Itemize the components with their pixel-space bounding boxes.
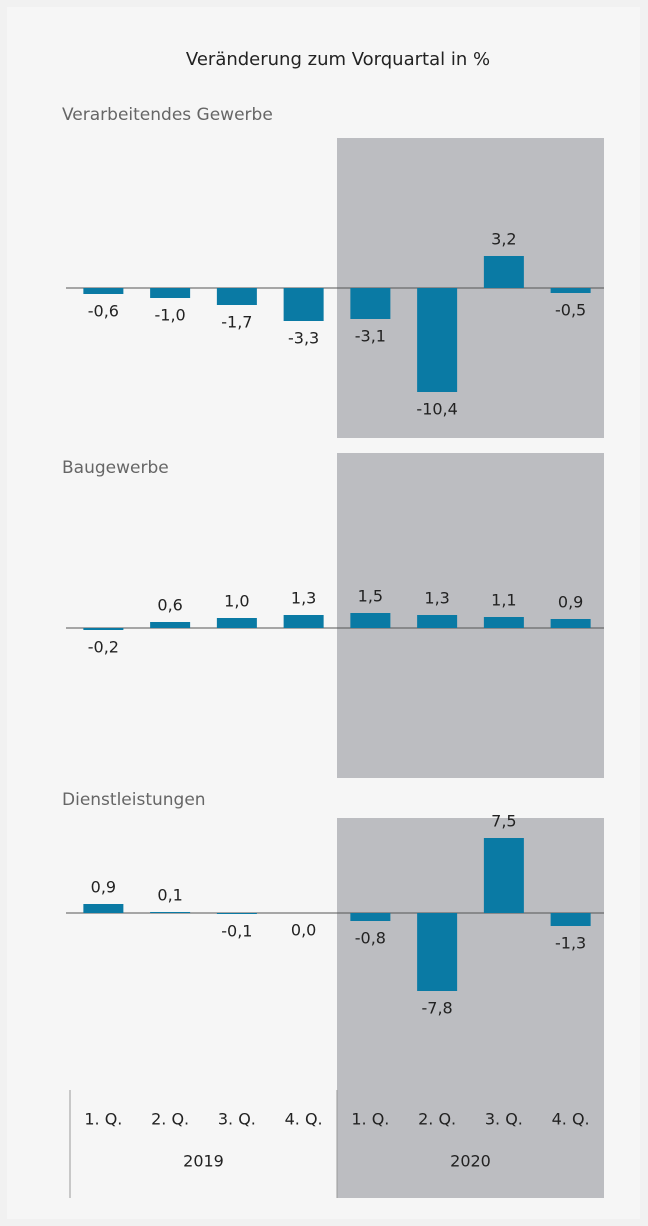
data-label: -1,3: [555, 934, 586, 953]
bar: [550, 288, 591, 293]
group-label: 2020: [450, 1152, 491, 1171]
x-tick-label: 1. Q.: [84, 1110, 122, 1129]
bar: [417, 615, 458, 628]
chart-title: Veränderung zum Vorquartal in %: [186, 49, 490, 70]
data-label: -0,5: [555, 301, 586, 320]
bar: [283, 288, 324, 321]
bar: [550, 619, 591, 628]
bar: [216, 913, 257, 914]
data-label: -1,0: [155, 306, 186, 325]
data-label: 3,2: [491, 230, 516, 249]
data-label: -0,2: [88, 638, 119, 657]
bar: [150, 288, 191, 298]
data-label: 0,9: [558, 593, 583, 612]
bar: [83, 904, 124, 913]
data-label: -1,7: [221, 313, 252, 332]
data-label: 1,0: [224, 592, 249, 611]
bar: [216, 618, 257, 628]
data-label: -0,6: [88, 302, 119, 321]
data-label: 0,6: [157, 596, 182, 615]
data-label: -3,3: [288, 329, 319, 348]
data-label: 1,3: [424, 589, 449, 608]
bar: [83, 288, 124, 294]
shaded-area: [337, 818, 604, 1198]
data-label: 1,5: [358, 587, 383, 606]
group-label: 2019: [183, 1152, 224, 1171]
data-label: -0,1: [221, 922, 252, 941]
data-label: 7,5: [491, 812, 516, 831]
panel-title: Dienstleistungen: [62, 790, 206, 810]
bar: [83, 628, 124, 630]
bar: [483, 256, 524, 288]
bar: [417, 913, 458, 991]
panel-title: Baugewerbe: [62, 458, 169, 478]
bar: [283, 615, 324, 628]
bar: [417, 288, 458, 392]
bar: [216, 288, 257, 305]
x-tick-label: 3. Q.: [485, 1110, 523, 1129]
data-label: -3,1: [355, 327, 386, 346]
bar: [350, 913, 391, 921]
x-tick-label: 1. Q.: [351, 1110, 389, 1129]
bar: [483, 617, 524, 628]
bar: [350, 613, 391, 628]
data-label: 0,9: [91, 878, 116, 897]
data-label: 1,3: [291, 589, 316, 608]
x-tick-label: 3. Q.: [218, 1110, 256, 1129]
x-tick-label: 4. Q.: [285, 1110, 323, 1129]
data-label: -7,8: [422, 999, 453, 1018]
bar: [150, 622, 191, 628]
data-label: -0,8: [355, 929, 386, 948]
panel-title: Verarbeitendes Gewerbe: [62, 105, 273, 125]
bar: [150, 912, 191, 913]
x-tick-label: 4. Q.: [552, 1110, 590, 1129]
data-label: -10,4: [416, 400, 457, 419]
x-tick-label: 2. Q.: [151, 1110, 189, 1129]
data-label: 0,0: [291, 921, 316, 940]
x-tick-label: 2. Q.: [418, 1110, 456, 1129]
data-label: 0,1: [157, 886, 182, 905]
bar: [350, 288, 391, 319]
bar: [550, 913, 591, 926]
data-label: 1,1: [491, 591, 516, 610]
bar: [483, 838, 524, 913]
